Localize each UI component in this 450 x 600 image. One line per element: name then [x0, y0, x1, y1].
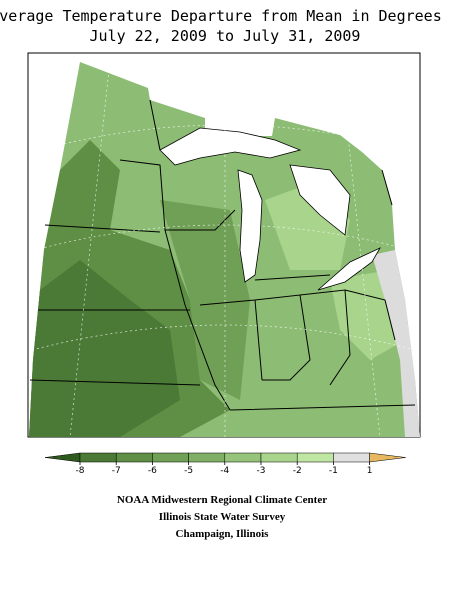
legend-swatch	[224, 452, 262, 463]
legend-swatch	[296, 452, 334, 463]
near-normal-area	[372, 250, 420, 437]
legend-swatch	[260, 452, 298, 463]
graticule	[31, 59, 416, 438]
legend-arrow	[369, 452, 406, 463]
lake-superior	[159, 127, 302, 166]
legend-swatch	[333, 452, 370, 463]
map	[27, 52, 421, 438]
credit: Illinois State Water Survey	[159, 511, 286, 523]
legend-tick-label: -1	[329, 466, 338, 476]
legend-tick-label: 1	[367, 466, 373, 476]
legend-tick-label: -2	[293, 466, 302, 476]
credit: NOAA Midwestern Regional Climate Center	[117, 494, 327, 506]
lake-erie	[317, 247, 381, 291]
credit: Champaign, Illinois	[176, 528, 270, 540]
lake-huron	[289, 164, 351, 236]
lake-michigan	[237, 169, 263, 283]
legend-tick-label: -8	[76, 466, 85, 476]
legend-swatch	[79, 452, 117, 463]
subtitle: July 22, 2009 to July 31, 2009	[90, 27, 361, 45]
legend-swatch	[152, 452, 189, 463]
legend: -8 -7 -6 -5 -4 -3 -2 -1 1	[44, 452, 406, 476]
legend-tick-label: -7	[112, 466, 121, 476]
cool-area-2	[160, 200, 250, 400]
coldest-area	[29, 260, 180, 437]
state-borders	[29, 99, 416, 411]
legend-arrow	[44, 452, 81, 463]
legend-tick-label: -3	[257, 466, 266, 476]
legend-tick-label: -5	[184, 466, 193, 476]
legend-swatch	[188, 452, 226, 463]
title: Average Temperature Departure from Mean …	[0, 7, 450, 25]
legend-tick-label: -6	[148, 466, 157, 476]
legend-swatch	[115, 452, 153, 463]
legend-tick-label: -4	[220, 466, 229, 476]
